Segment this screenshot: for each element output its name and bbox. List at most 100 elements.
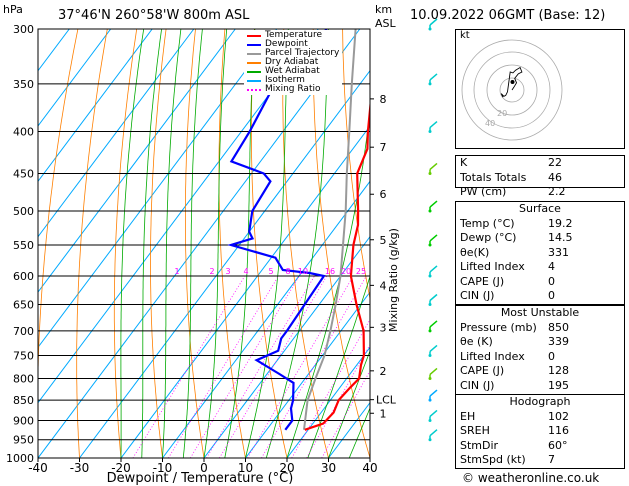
mixing-ratio-label: 8	[285, 267, 290, 276]
surface-value: 0	[548, 274, 555, 288]
legend-label: Isotherm	[265, 75, 305, 85]
hodograph-stat-value: 102	[548, 409, 569, 423]
legend-item: Parcel Trajectory	[247, 49, 339, 58]
x-tick-label: 20	[279, 461, 294, 475]
pressure-tick-label: 400	[13, 126, 34, 139]
pressure-tick-label: 350	[13, 78, 34, 91]
legend-label: Mixing Ratio	[265, 84, 321, 94]
wind-barb-dot	[428, 329, 432, 333]
km-tick-label: 5	[380, 234, 387, 247]
km-tick-label: 3	[380, 321, 387, 334]
mixing-ratio-line	[247, 275, 354, 458]
isotherm-line	[38, 29, 361, 458]
hodograph-trace	[500, 66, 523, 98]
x-tick-label: 40	[362, 461, 377, 475]
most-unstable-row: θe (K) 339	[456, 335, 624, 350]
legend-label: Parcel Trajectory	[265, 48, 340, 58]
copyright: © weatheronline.co.uk	[462, 471, 600, 485]
most-unstable-label: Pressure (mb)	[460, 320, 537, 334]
most-unstable-label: CAPE (J)	[460, 364, 505, 377]
x-tick-label: 10	[238, 461, 253, 475]
hodograph-stat-row: SREH 116	[456, 424, 624, 439]
index-value: 46	[548, 170, 562, 184]
mixing-ratio-label: 2	[209, 267, 214, 276]
surface-value: 19.2	[548, 216, 573, 230]
legend-label: Dewpoint	[265, 39, 308, 49]
isotherm-line	[162, 180, 370, 458]
surface-value: 4	[548, 260, 555, 273]
mixing-ratio-line	[168, 275, 279, 458]
isotherm-line	[38, 29, 319, 404]
hodograph-ring	[473, 51, 551, 129]
storm-motion-dot	[510, 80, 515, 84]
wind-barb-flag	[429, 162, 438, 171]
isotherm-line	[38, 29, 236, 293]
most-unstable-label: CIN (J)	[460, 378, 495, 392]
wet-adiabat-line	[182, 29, 203, 458]
surface-row: Temp (°C) 19.2	[456, 217, 624, 232]
wind-barb-flag	[429, 265, 438, 273]
hodograph-box: kt 20 40	[455, 29, 625, 149]
wind-barb-flag	[429, 73, 438, 81]
mixing-ratio-label: 4	[243, 267, 248, 276]
surface-value: 0	[548, 289, 555, 302]
wind-barb-flag	[429, 18, 438, 26]
index-value: 22	[548, 156, 562, 169]
km-label: km	[375, 3, 393, 16]
most-unstable-value: 850	[548, 320, 569, 334]
location-title: 37°46'N 260°58'W 800m ASL	[58, 8, 250, 23]
wind-barb-flag	[429, 429, 438, 437]
wind-barb-flag	[429, 389, 438, 397]
wind-barb-dot	[428, 353, 432, 357]
pressure-tick-label: 900	[13, 414, 34, 427]
hodograph-ring	[461, 39, 563, 141]
pressure-tick-label: 750	[13, 349, 34, 362]
dry-adiabat-line	[76, 29, 108, 458]
legend-item: Dry Adiabat	[247, 58, 339, 67]
pressure-tick-label: 950	[13, 434, 34, 447]
isotherm-line	[245, 291, 370, 458]
index-label: K	[460, 156, 468, 169]
most-unstable-row: CIN (J) 195	[456, 379, 624, 394]
hodograph-ring-label: 20	[497, 109, 507, 118]
x-tick-label: -10	[153, 461, 173, 475]
legend: Temperature Dewpoint Parcel Trajectory Dry …	[244, 30, 343, 95]
index-label: Totals Totals	[460, 170, 527, 184]
surface-row: CAPE (J) 0	[456, 275, 624, 290]
most-unstable-row: CAPE (J) 128	[456, 364, 624, 379]
legend-swatch	[247, 61, 261, 64]
mixing-ratio-line	[190, 275, 300, 458]
hodograph-stat-value: 7	[548, 453, 555, 466]
pressure-tick-label: 800	[13, 372, 34, 385]
km-tick-label: 4	[380, 279, 387, 292]
mixing-ratio-label: 16	[325, 267, 335, 276]
pressure-tick-label: 500	[13, 205, 34, 218]
most-unstable-title: Most Unstable	[500, 306, 580, 319]
hpa-label: hPa	[3, 3, 23, 16]
most-unstable-label: Lifted Index	[460, 349, 525, 363]
dry-adiabat-line	[150, 29, 167, 458]
isotherm-line	[286, 346, 370, 458]
hodograph-stat-value: 60°	[548, 438, 568, 452]
mixing-ratio-line	[206, 275, 315, 458]
wind-barb-flag	[429, 367, 438, 376]
mixing-ratio-label: 1	[174, 267, 179, 276]
wind-barb-flag	[429, 409, 438, 418]
x-tick-label: 30	[321, 461, 336, 475]
wet-adiabat-line	[120, 29, 145, 458]
pressure-tick-label: 550	[13, 239, 34, 252]
pressure-tick-label: 600	[13, 270, 34, 283]
wind-barbs	[428, 18, 438, 442]
index-row: K 22	[456, 156, 624, 171]
surface-value: 331	[548, 245, 569, 259]
km-tick-label: 2	[380, 365, 387, 378]
x-tick-label: -40	[28, 461, 48, 475]
mixing-ratio-line	[219, 275, 328, 458]
wind-barb-dot	[428, 27, 432, 31]
hodograph-ring-label: 40	[485, 119, 495, 128]
isotherm-line	[120, 125, 370, 458]
isotherm-line	[38, 29, 112, 127]
x-tick-label: 0	[200, 461, 208, 475]
wind-barb-flag	[429, 120, 438, 129]
